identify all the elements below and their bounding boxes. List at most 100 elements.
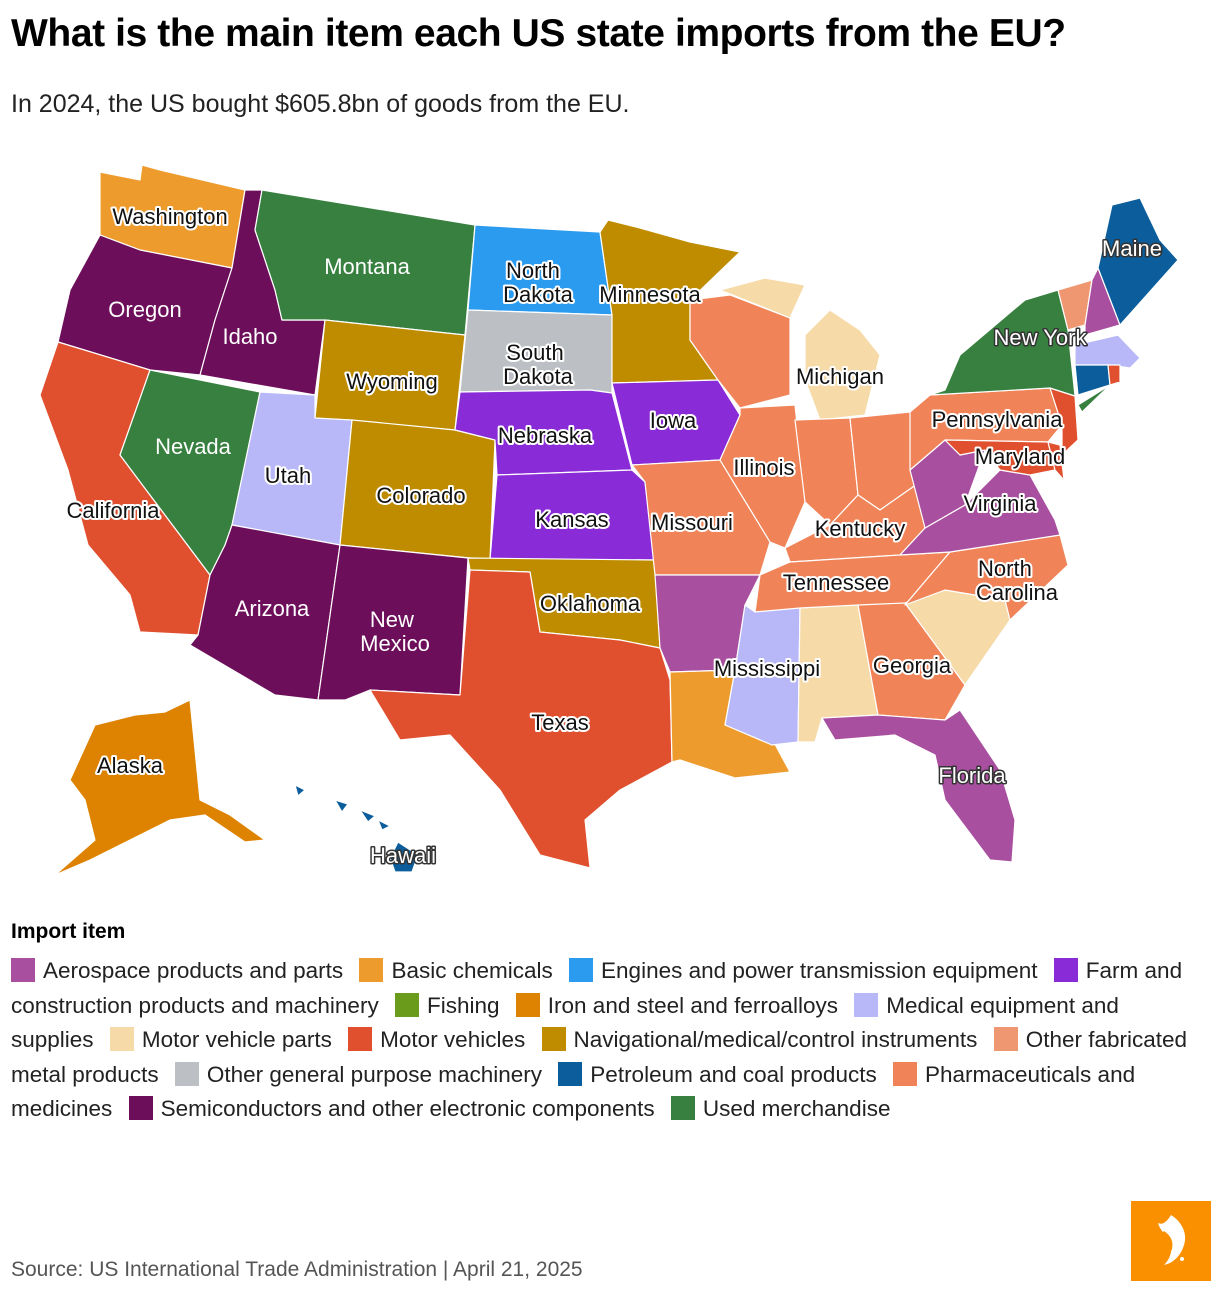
label-north-dakota: North Dakota — [503, 258, 573, 307]
label-new-mexico: New Mexico — [360, 607, 430, 656]
legend-swatch — [558, 1061, 583, 1086]
label-oregon: Oregon — [108, 297, 181, 322]
legend-item: Farm and construction products and machi… — [11, 958, 1182, 1018]
chart-title: What is the main item each US state impo… — [11, 12, 1066, 55]
label-oklahoma: Oklahoma — [540, 591, 641, 616]
label-illinois: Illinois — [733, 455, 794, 480]
label-south-dakota-line1: South — [506, 340, 564, 365]
legend-swatch — [515, 992, 540, 1017]
legend-label: Medical equipment and supplies — [11, 992, 1119, 1053]
state-new-hampshire — [1084, 267, 1121, 336]
legend-swatch — [892, 1061, 917, 1086]
legend-label: Engines and power transmission equipment — [601, 958, 1038, 983]
label-alaska: Alaska — [97, 753, 164, 778]
source-note: Source: US International Trade Administr… — [11, 1258, 583, 1281]
legend-label: Petroleum and coal products — [590, 1061, 877, 1087]
label-washington: Washington — [112, 204, 227, 229]
legend: Aerospace products and parts Basic chemi… — [11, 954, 1211, 1127]
legend-swatch — [11, 958, 35, 982]
label-idaho: Idaho — [222, 324, 277, 349]
legend-swatch — [670, 1096, 695, 1120]
legend-item: Aerospace products and parts — [11, 958, 343, 983]
label-georgia: Georgia — [873, 653, 952, 678]
legend-swatch — [128, 1096, 153, 1120]
legend-swatch — [174, 1061, 199, 1086]
state-alaska — [54, 699, 266, 876]
state-michigan — [719, 277, 881, 421]
legend-swatch — [109, 1027, 134, 1051]
label-south-dakota-line2: Dakota — [503, 364, 573, 389]
label-texas: Texas — [531, 710, 588, 735]
legend-label: Used merchandise — [702, 1096, 891, 1121]
legend-label: Fishing — [426, 992, 500, 1018]
label-south-dakota: South Dakota — [503, 340, 573, 389]
label-utah: Utah — [265, 463, 311, 488]
legend-label: Farm and construction products and machi… — [11, 958, 1183, 1018]
label-colorado: Colorado — [376, 483, 465, 508]
legend-label: Other general purpose machinery — [206, 1061, 543, 1087]
label-nebraska: Nebraska — [498, 423, 593, 448]
label-north-carolina: North Carolina — [976, 556, 1059, 605]
label-iowa: Iowa — [650, 408, 697, 433]
legend-label: Iron and steel and ferroalloys — [547, 992, 838, 1018]
legend-item: Medical equipment and supplies — [11, 992, 1119, 1053]
legend-item: Iron and steel and ferroalloys — [515, 992, 838, 1018]
state-maine — [1097, 197, 1179, 326]
label-maine: Maine — [1102, 236, 1162, 261]
label-hawaii: Hawaii — [370, 843, 436, 868]
label-kansas: Kansas — [535, 507, 608, 532]
legend-item: Other general purpose machinery — [174, 1061, 543, 1087]
label-montana: Montana — [324, 254, 410, 279]
legend-swatch — [541, 1027, 566, 1051]
legend-item: Fishing — [394, 992, 500, 1018]
al-jazeera-logo — [1131, 1201, 1211, 1281]
legend-label: Other fabricated metal products — [11, 1027, 1188, 1087]
legend-swatch — [569, 958, 594, 982]
legend-swatch — [359, 958, 384, 982]
state-delaware — [1047, 441, 1065, 481]
legend-label: Aerospace products and parts — [43, 958, 344, 983]
legend-swatch — [1053, 958, 1078, 982]
legend-title: Import item — [11, 920, 126, 943]
legend-item: Engines and power transmission equipment — [569, 958, 1038, 983]
label-michigan: Michigan — [796, 364, 884, 389]
legend-swatch — [993, 1027, 1018, 1051]
legend-item: Semiconductors and other electronic comp… — [128, 1096, 655, 1121]
legend-item: Navigational/medical/control instruments — [541, 1027, 978, 1052]
state-georgia — [857, 602, 966, 721]
legend-item: Motor vehicle parts — [109, 1027, 332, 1052]
state-hawaii — [294, 784, 419, 873]
legend-label: Navigational/medical/control instruments — [573, 1027, 978, 1052]
legend-item: Petroleum and coal products — [558, 1061, 877, 1087]
label-new-mexico-line1: New — [370, 607, 414, 632]
legend-item: Pharmaceuticals and medicines — [11, 1061, 1136, 1122]
label-florida: Florida — [938, 763, 1006, 788]
legend-swatch — [348, 1027, 373, 1051]
label-mississippi: Mississippi — [714, 656, 820, 681]
label-north-carolina-line1: North — [978, 556, 1032, 581]
label-california: California — [67, 498, 161, 523]
label-kentucky: Kentucky — [815, 516, 906, 541]
chart-subtitle: In 2024, the US bought $605.8bn of goods… — [11, 90, 630, 118]
state-colorado — [339, 419, 496, 561]
legend-item: Basic chemicals — [359, 958, 553, 983]
legend-label: Pharmaceuticals and medicines — [11, 1061, 1136, 1122]
legend-item: Used merchandise — [670, 1096, 891, 1121]
label-north-dakota-line1: North — [506, 258, 560, 283]
legend-label: Motor vehicles — [380, 1027, 526, 1052]
label-minnesota: Minnesota — [599, 282, 701, 307]
us-map: Washington Oregon California Idaho Nevad… — [0, 150, 1220, 910]
legend-swatch — [854, 992, 879, 1017]
label-new-mexico-line2: Mexico — [360, 631, 430, 656]
state-florida — [821, 709, 1016, 863]
label-arizona: Arizona — [235, 596, 310, 621]
label-missouri: Missouri — [651, 510, 733, 535]
legend-item: Motor vehicles — [348, 1027, 525, 1052]
legend-label: Semiconductors and other electronic comp… — [160, 1096, 655, 1121]
legend-label: Basic chemicals — [391, 958, 553, 983]
label-pennsylvania: Pennsylvania — [932, 407, 1064, 432]
legend-label: Motor vehicle parts — [141, 1027, 332, 1052]
label-maryland: Maryland — [975, 444, 1065, 469]
logo-mark-icon — [1158, 1215, 1186, 1265]
state-rhode-island — [1107, 364, 1121, 386]
